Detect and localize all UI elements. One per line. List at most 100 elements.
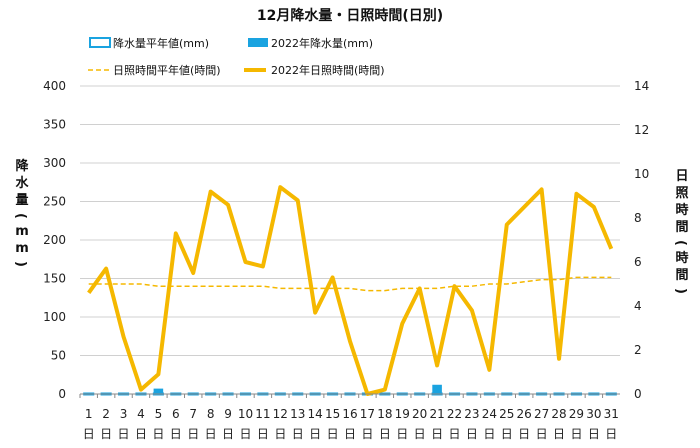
legend-swatch-rain-2022 <box>248 38 268 47</box>
axis-label-char: 水 <box>15 175 29 191</box>
x-tick-label: 14 <box>308 407 323 421</box>
x-tick-suffix: 日 <box>292 427 304 441</box>
right-tick-label: 10 <box>634 167 649 181</box>
x-tick-label: 16 <box>342 407 357 421</box>
rain-2022-bar <box>432 384 442 394</box>
x-tick-label: 2 <box>102 407 110 421</box>
left-tick-label: 200 <box>43 233 66 247</box>
legend-label-normal-sun: 日照時間平年値(時間) <box>113 63 221 77</box>
sunshine-lines <box>87 185 614 396</box>
right-axis-label: 日照時間 (時間) <box>673 169 689 294</box>
right-tick-label: 0 <box>634 387 642 401</box>
x-tick-suffix: 日 <box>449 427 461 441</box>
x-tick-suffix: 日 <box>588 427 600 441</box>
x-tick-suffix: 日 <box>118 427 130 441</box>
x-tick-label: 10 <box>238 407 253 421</box>
right-tick-label: 6 <box>634 255 642 269</box>
x-tick-suffix: 日 <box>518 427 530 441</box>
x-tick-label: 28 <box>551 407 566 421</box>
x-tick-label: 11 <box>255 407 270 421</box>
x-tick-suffix: 日 <box>205 427 217 441</box>
x-tick-suffix: 日 <box>553 427 565 441</box>
x-tick-label: 24 <box>482 407 497 421</box>
x-tick-label: 23 <box>464 407 479 421</box>
left-tick-label: 50 <box>51 349 66 363</box>
x-tick-suffix: 日 <box>187 427 199 441</box>
x-tick-suffix: 日 <box>483 427 495 441</box>
left-tick-label: 350 <box>43 118 66 132</box>
right-tick-label: 14 <box>634 79 649 93</box>
x-tick-suffix: 日 <box>431 427 443 441</box>
rain-2022-bar <box>153 388 164 394</box>
x-tick-suffix: 日 <box>239 427 251 441</box>
x-tick-label: 9 <box>224 407 232 421</box>
x-tick-suffix: 日 <box>100 427 112 441</box>
legend-label-normal-rain: 降水量平年値(mm) <box>113 36 209 50</box>
x-tick-suffix: 日 <box>170 427 182 441</box>
x-tick-suffix: 日 <box>327 427 339 441</box>
axis-label-char: 量 <box>15 193 28 208</box>
x-tick-label: 12 <box>273 407 288 421</box>
left-axis-label: 降水量 ( mm) <box>13 158 29 267</box>
left-tick-label: 100 <box>43 310 66 324</box>
legend-swatch-normal-rain <box>89 37 111 48</box>
chart-title: 12月降水量・日照時間(日別) <box>257 7 443 24</box>
x-tick-label: 22 <box>447 407 462 421</box>
axis-label-char: ) <box>13 261 28 267</box>
normal-sunshine-line <box>88 276 612 292</box>
right-axis-ticks: 0 2 4 6 8 10 12 14 <box>634 79 649 401</box>
x-tick-label: 26 <box>517 407 532 421</box>
x-tick-label: 3 <box>120 407 128 421</box>
axis-label-char: 降 <box>15 158 29 174</box>
x-tick-label: 27 <box>534 407 549 421</box>
x-tick-suffix: 日 <box>344 427 356 441</box>
x-tick-label: 13 <box>290 407 305 421</box>
right-tick-label: 4 <box>634 299 642 313</box>
x-tick-label: 20 <box>412 407 427 421</box>
x-tick-label: 5 <box>155 407 163 421</box>
left-axis-ticks: 0 50 100 150 200 250 300 350 400 <box>43 79 66 401</box>
x-tick-label: 7 <box>189 407 197 421</box>
x-tick-suffix: 日 <box>361 427 373 441</box>
legend: 降水量平年値(mm) 2022年降水量(mm) 日照時間平年値(時間) 2022… <box>88 36 385 77</box>
axis-label-char: ) <box>673 288 688 294</box>
left-tick-label: 250 <box>43 195 66 209</box>
left-tick-label: 150 <box>43 272 66 286</box>
left-tick-label: 300 <box>43 156 66 170</box>
x-tick-suffix: 日 <box>605 427 617 441</box>
x-tick-suffix: 日 <box>501 427 513 441</box>
x-tick-label: 21 <box>429 407 444 421</box>
x-tick-label: 29 <box>569 407 584 421</box>
x-tick-suffix: 日 <box>274 427 286 441</box>
x-tick-label: 8 <box>207 407 215 421</box>
x-tick-label: 6 <box>172 407 180 421</box>
x-tick-label: 4 <box>137 407 145 421</box>
x-axis-ticks: 1日2日3日4日5日6日7日8日9日10日11日12日13日14日15日16日1… <box>79 394 619 441</box>
axis-label-char: ( <box>13 213 28 219</box>
axis-label-char: m <box>15 241 29 256</box>
left-tick-label: 0 <box>58 387 66 401</box>
right-tick-label: 8 <box>634 211 642 225</box>
axis-label-char: 日 <box>675 169 688 184</box>
x-tick-suffix: 日 <box>135 427 147 441</box>
x-tick-suffix: 日 <box>379 427 391 441</box>
x-tick-suffix: 日 <box>152 427 164 441</box>
left-tick-label: 400 <box>43 79 66 93</box>
x-tick-suffix: 日 <box>222 427 234 441</box>
x-tick-suffix: 日 <box>570 427 582 441</box>
axis-label-char: 照 <box>675 186 688 201</box>
right-tick-label: 2 <box>634 343 642 357</box>
x-tick-suffix: 日 <box>466 427 478 441</box>
x-tick-suffix: 日 <box>414 427 426 441</box>
axis-label-char: ( <box>673 240 688 246</box>
axis-label-char: 時 <box>675 202 688 218</box>
x-tick-label: 15 <box>325 407 340 421</box>
legend-label-rain-2022: 2022年降水量(mm) <box>271 36 373 50</box>
x-tick-suffix: 日 <box>536 427 548 441</box>
axis-label-char: m <box>15 224 29 239</box>
legend-label-sun-2022: 2022年日照時間(時間) <box>271 63 385 77</box>
x-tick-suffix: 日 <box>257 427 269 441</box>
x-tick-suffix: 日 <box>309 427 321 441</box>
x-tick-suffix: 日 <box>83 427 95 441</box>
